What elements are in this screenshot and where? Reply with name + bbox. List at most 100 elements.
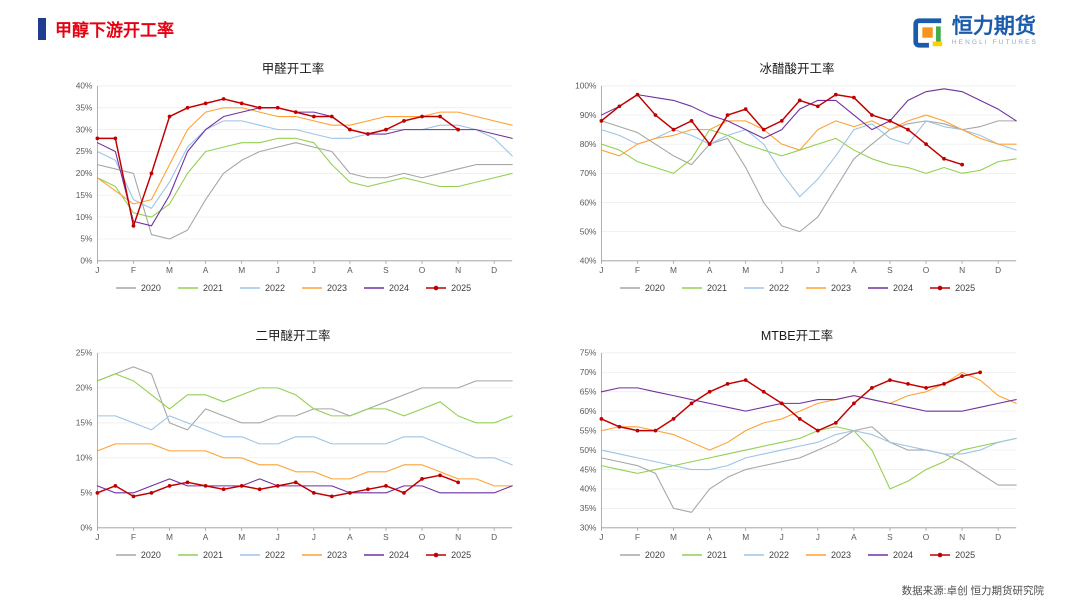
svg-text:5%: 5% (80, 234, 93, 244)
legend-item-2020: 2020 (115, 550, 161, 560)
svg-text:J: J (599, 265, 603, 275)
svg-text:N: N (455, 532, 461, 542)
mtbe-plot: 30% 35% 40% 45% 50% 55% 60% 65% 70% 75% J F M A M J J A S O… (566, 345, 1028, 549)
legend-swatch-2022 (743, 554, 764, 556)
legend-item-2023: 2023 (805, 283, 851, 293)
series-line-2024 (600, 386, 1017, 412)
chart-canvas: 0% 5% 10% 15% 20% 25% J F M A M J J A S O N D (76, 347, 513, 542)
svg-text:10%: 10% (76, 212, 93, 222)
legend-label: 2022 (264, 283, 285, 294)
legend-label: 2020 (644, 549, 665, 560)
series-line-2021 (600, 129, 1017, 174)
series-line-2023 (96, 442, 513, 486)
svg-text:M: M (166, 532, 173, 542)
svg-text:0%: 0% (80, 256, 93, 266)
chart-canvas: 40% 50% 60% 70% 80% 90% 100% J F M A M J J A S O N D (575, 81, 1017, 275)
svg-text:40%: 40% (76, 81, 93, 91)
svg-text:J: J (780, 532, 784, 542)
legend-swatch-2020 (619, 287, 640, 290)
legend-swatch-2022 (239, 554, 260, 556)
svg-text:35%: 35% (580, 503, 597, 513)
formaldehyde-plot: 0% 5% 10% 15% 20% 25% 30% 35% 40% J F M A M J J A S O N D (62, 78, 524, 282)
svg-text:N: N (959, 532, 965, 542)
legend-swatch-2024 (364, 554, 385, 556)
chart-legend: 2020 2021 2022 2023 2024 2025 (62, 280, 524, 296)
legend-swatch-2022 (743, 287, 764, 290)
legend-item-2025: 2025 (929, 550, 975, 560)
legend-item-2020: 2020 (619, 283, 665, 293)
svg-text:O: O (923, 265, 930, 275)
chart-title: MTBE开工率 (760, 328, 834, 343)
acetic-acid-plot: 40% 50% 60% 70% 80% 90% 100% J F M A M J J A S O N D (566, 78, 1028, 282)
legend-item-2025: 2025 (929, 283, 975, 293)
svg-text:30%: 30% (580, 522, 597, 532)
legend-item-2025: 2025 (425, 550, 471, 560)
svg-text:M: M (238, 532, 245, 542)
data-source-text: 数据来源:卓创 恒力期货研究院 (901, 585, 1044, 597)
legend-swatch-2023 (302, 554, 322, 556)
legend-item-2022: 2022 (743, 283, 789, 293)
legend-swatch-2025 (426, 286, 447, 291)
chart-legend: 2020 2021 2022 2023 2024 2025 (566, 280, 1028, 296)
svg-text:0%: 0% (80, 522, 93, 532)
dme-plot: 0% 5% 10% 15% 20% 25% J F M A M J J A S O N D (62, 345, 524, 549)
legend-item-2020: 2020 (619, 550, 665, 560)
svg-text:75%: 75% (580, 347, 597, 357)
legend-label: 2025 (451, 549, 472, 560)
legend-label: 2022 (264, 549, 285, 560)
legend-label: 2024 (893, 283, 914, 294)
legend-swatch-2025 (930, 552, 951, 558)
legend-swatch-2021 (681, 554, 702, 556)
legend-label: 2021 (202, 549, 223, 560)
svg-text:J: J (95, 532, 99, 542)
svg-text:65%: 65% (580, 386, 597, 396)
svg-text:F: F (131, 532, 136, 542)
legend-swatch-2025 (426, 552, 447, 558)
legend-swatch-2023 (806, 287, 826, 290)
chart-legend: 2020 2021 2022 2023 2024 2025 (62, 547, 524, 563)
legend-item-2022: 2022 (743, 550, 789, 560)
series-line-2024 (96, 107, 513, 227)
series-line-2024 (96, 477, 513, 493)
svg-text:F: F (635, 532, 640, 542)
chart-title: 甲醛开工率 (261, 62, 325, 76)
legend-item-2023: 2023 (301, 550, 347, 560)
title-accent-bar (38, 17, 46, 40)
svg-text:S: S (887, 532, 893, 542)
svg-text:60%: 60% (580, 197, 597, 207)
svg-text:F: F (635, 265, 640, 275)
series-line-2023 (96, 107, 513, 205)
legend-label: 2023 (327, 283, 348, 294)
legend-item-2024: 2024 (363, 283, 409, 293)
legend-swatch-2024 (868, 554, 889, 556)
svg-text:J: J (816, 532, 820, 542)
series-line-2022 (96, 414, 513, 465)
chart-canvas: 30% 35% 40% 45% 50% 55% 60% 65% 70% 75% J F M A M J J A S O… (580, 347, 1017, 542)
legend-item-2025: 2025 (425, 283, 471, 293)
series-line-2021 (96, 137, 513, 218)
legend-swatch-2020 (115, 554, 136, 556)
svg-text:50%: 50% (580, 444, 597, 454)
logo-text-block: 恒力期货 HENGLI FUTURES (952, 15, 1038, 46)
svg-text:70%: 70% (580, 168, 597, 178)
legend-item-2021: 2021 (177, 283, 223, 293)
page-footer: 数据来源:卓创 恒力期货研究院 (0, 583, 1080, 608)
svg-text:J: J (312, 265, 316, 275)
svg-text:N: N (455, 265, 461, 275)
svg-text:O: O (419, 265, 426, 275)
svg-text:J: J (276, 532, 280, 542)
legend-label: 2020 (644, 283, 665, 294)
svg-text:45%: 45% (580, 464, 597, 474)
series-line-2020 (600, 120, 1017, 233)
svg-text:70%: 70% (580, 367, 597, 377)
legend-label: 2025 (955, 283, 976, 294)
svg-text:A: A (203, 265, 209, 275)
series-line-2022 (96, 120, 513, 209)
legend-item-2021: 2021 (681, 550, 727, 560)
svg-text:10%: 10% (76, 452, 93, 462)
svg-text:J: J (276, 265, 280, 275)
legend-label: 2024 (389, 283, 410, 294)
svg-text:35%: 35% (76, 102, 93, 112)
chart-panel-dme: 二甲醚开工率 0% 5% 10% 15% 20% 25% J F M A M J J A S O N D 2020… (62, 321, 524, 584)
